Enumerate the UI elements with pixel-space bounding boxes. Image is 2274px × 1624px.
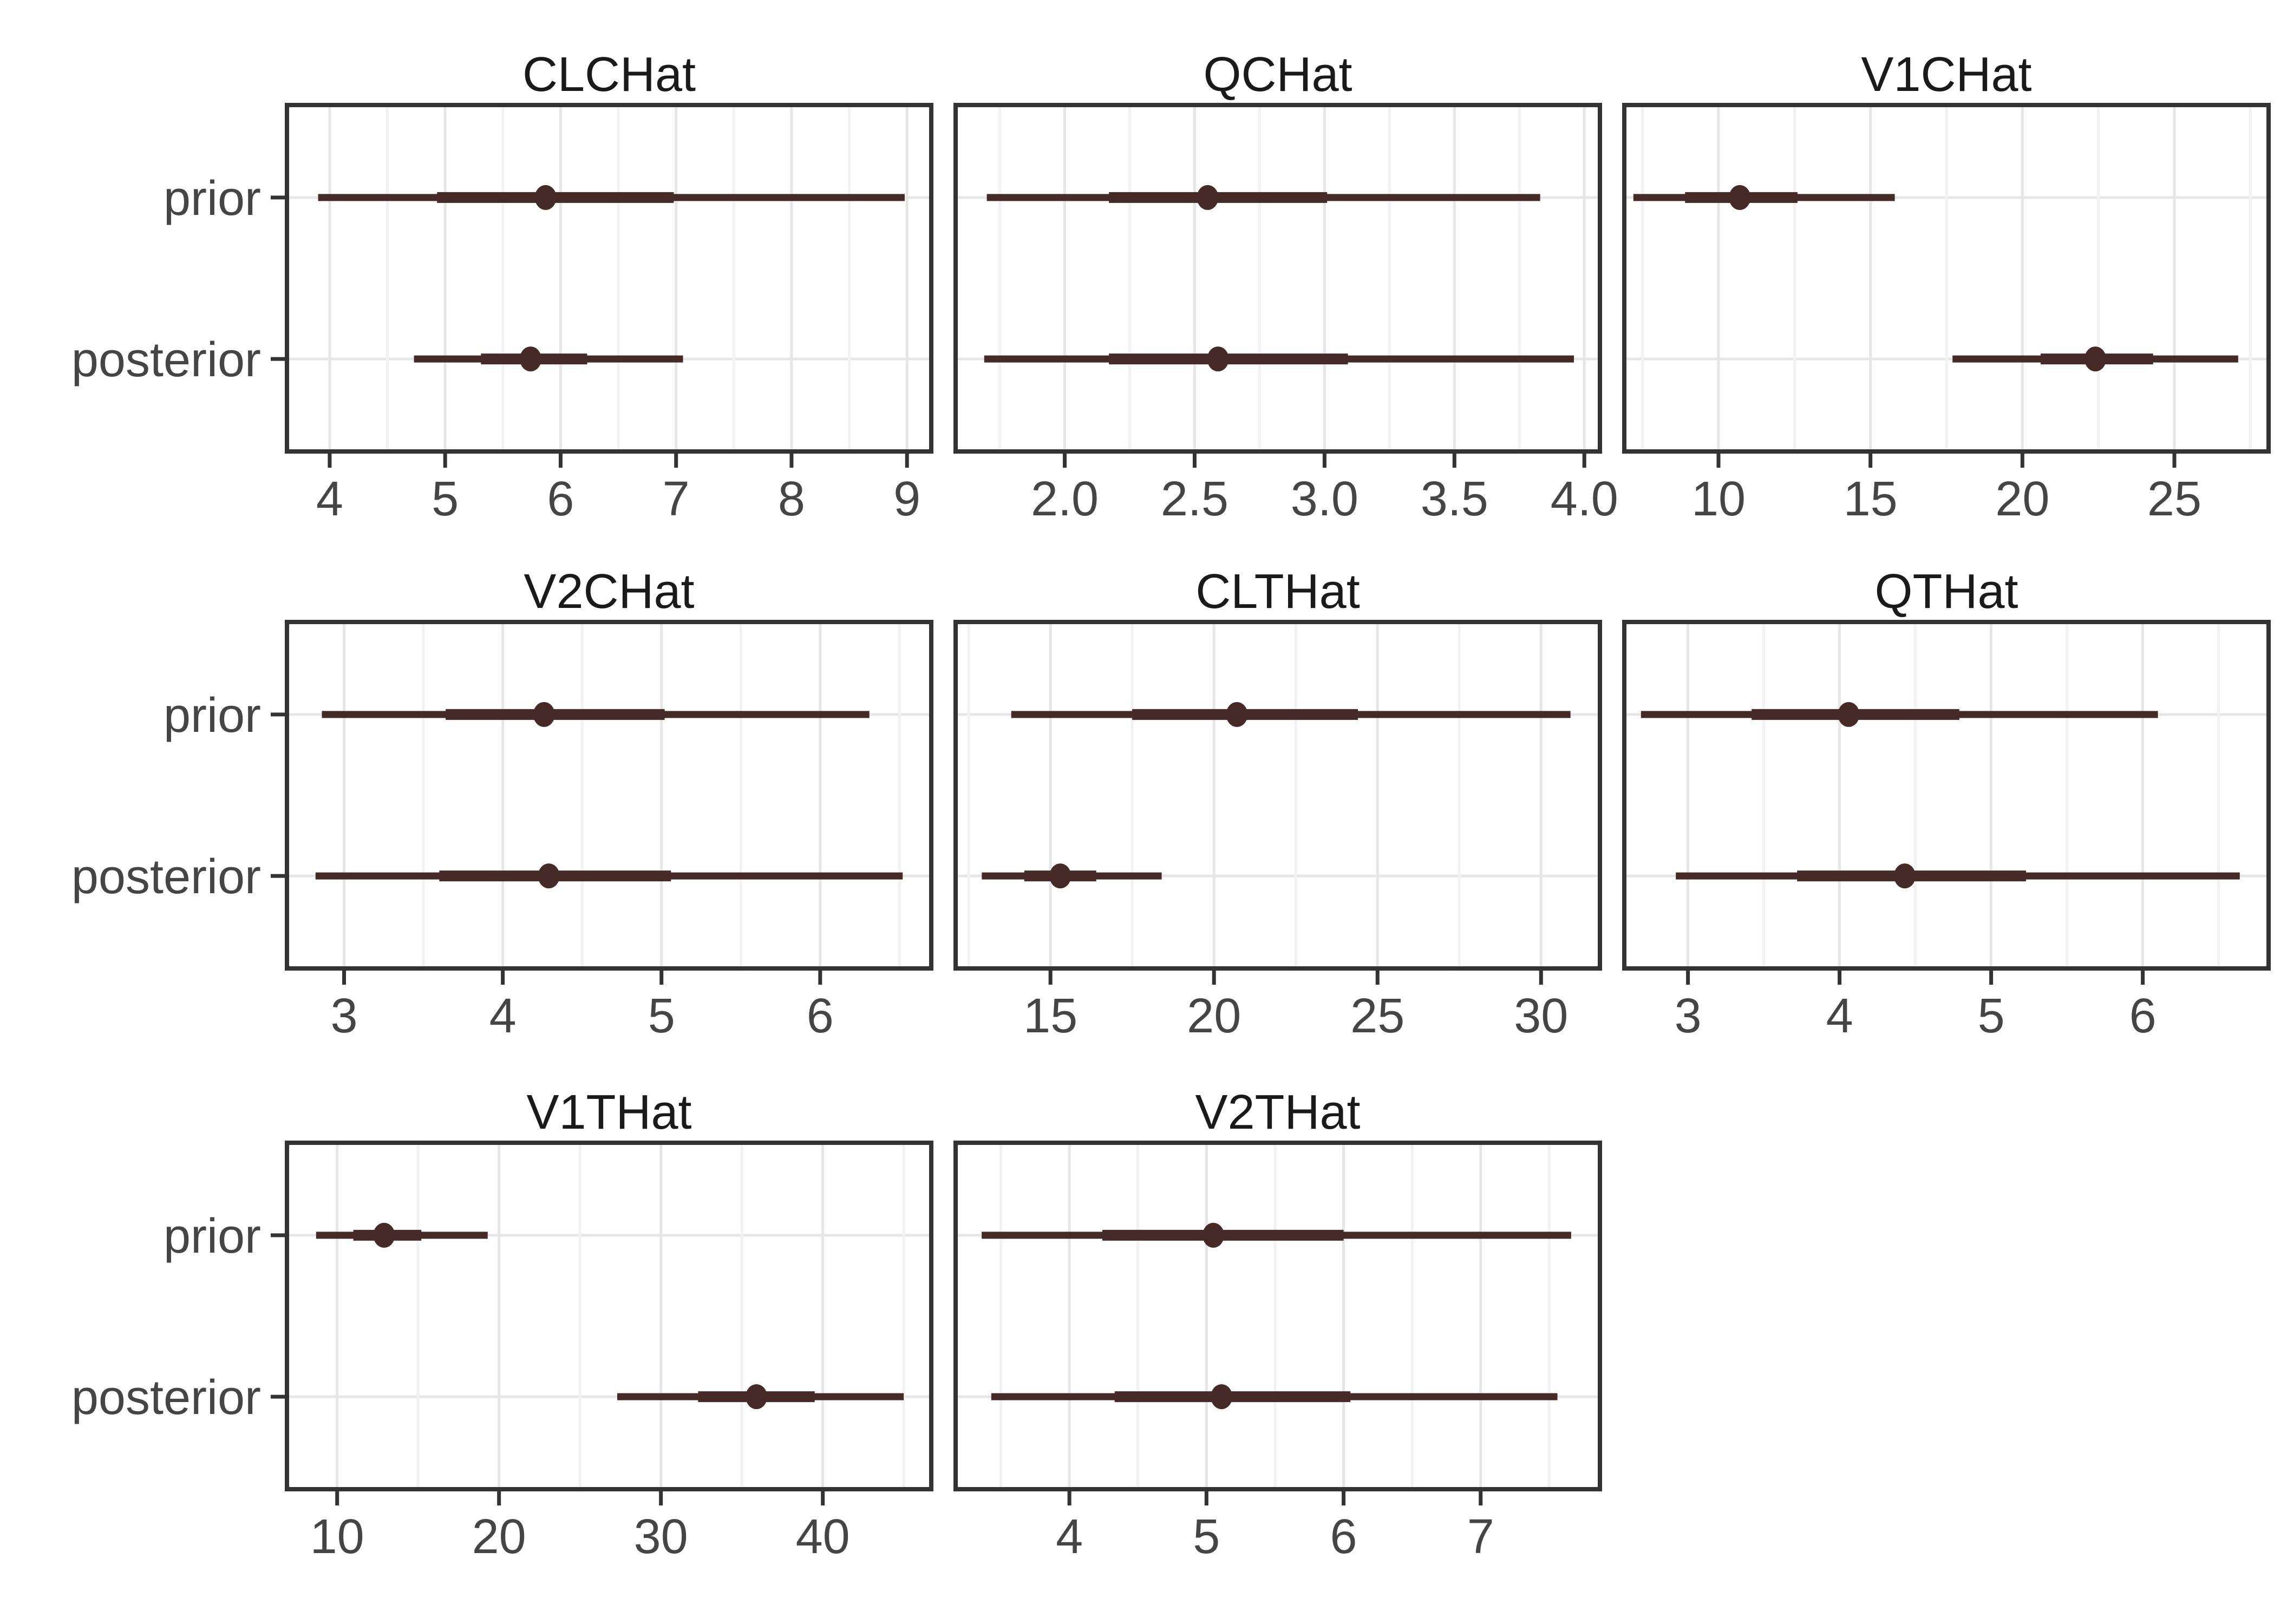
x-tick-label: 15: [1844, 472, 1898, 526]
x-tick-label: 7: [663, 472, 690, 526]
panel-border-qthat: [1622, 620, 2271, 971]
x-tick-label: 3: [1675, 989, 1702, 1043]
facet-title-v2that: V2THat: [1195, 1085, 1360, 1140]
median-point-posterior-v1that: [746, 1384, 768, 1410]
median-point-posterior-clthat: [1049, 863, 1071, 889]
median-point-prior-qthat: [1838, 702, 1860, 727]
x-tick-label: 9: [893, 472, 920, 526]
median-point-prior-v2that: [1203, 1222, 1224, 1248]
x-tick-label: 25: [1350, 989, 1404, 1043]
x-tick-label: 8: [778, 472, 805, 526]
x-tick-label: 30: [1514, 989, 1568, 1043]
median-point-prior-qchat: [1197, 185, 1219, 210]
median-point-posterior-v2that: [1211, 1384, 1233, 1410]
median-point-prior-v1chat: [1729, 185, 1751, 210]
median-point-prior-clthat: [1226, 702, 1248, 727]
x-tick-label: 5: [432, 472, 459, 526]
x-tick-label: 2.5: [1161, 472, 1229, 526]
x-tick-label: 20: [1187, 989, 1241, 1043]
facet-title-qchat: QCHat: [1203, 48, 1352, 102]
median-point-posterior-qchat: [1207, 346, 1229, 372]
x-tick-label: 2.0: [1031, 472, 1099, 526]
median-point-posterior-v1chat: [2084, 346, 2107, 372]
panel-v2that: [956, 1143, 1600, 1489]
panel-border-v1that: [285, 1141, 933, 1491]
x-tick-label: 10: [310, 1510, 364, 1564]
x-tick-label: 3.5: [1421, 472, 1488, 526]
x-tick-label: 30: [634, 1510, 688, 1564]
facet-title-clthat: CLTHat: [1195, 565, 1360, 619]
panel-qthat: [1624, 622, 2269, 968]
y-axis-label-posterior: posterior: [71, 850, 261, 904]
x-tick-label: 6: [2129, 989, 2157, 1043]
facet-title-qthat: QTHat: [1874, 565, 2018, 619]
facet-title-v1chat: V1CHat: [1861, 48, 2031, 102]
x-tick-label: 5: [1978, 989, 2005, 1043]
x-tick-label: 3: [330, 989, 357, 1043]
x-tick-label: 5: [648, 989, 675, 1043]
median-point-prior-v2chat: [533, 702, 555, 727]
median-point-posterior-clchat: [519, 346, 541, 372]
panel-v2chat: [287, 622, 931, 968]
x-tick-label: 40: [796, 1510, 850, 1564]
x-tick-label: 15: [1023, 989, 1077, 1043]
panel-border-clthat: [953, 620, 1602, 971]
facet-title-v2chat: V2CHat: [524, 565, 694, 619]
y-axis-label-posterior: posterior: [71, 333, 261, 387]
y-axis-label-prior: prior: [164, 1209, 261, 1263]
y-axis-label-prior: prior: [164, 172, 261, 226]
panel-qchat: [956, 105, 1600, 451]
panel-border-v2that: [953, 1141, 1602, 1491]
median-point-prior-clchat: [534, 185, 557, 210]
x-tick-label: 6: [547, 472, 574, 526]
panel-border-v1chat: [1622, 103, 2271, 454]
median-point-prior-v1that: [373, 1222, 395, 1248]
x-tick-label: 7: [1467, 1510, 1494, 1564]
x-tick-label: 4.0: [1551, 472, 1618, 526]
x-tick-label: 5: [1193, 1510, 1220, 1564]
panel-border-v2chat: [285, 620, 933, 971]
facet-title-clchat: CLCHat: [522, 48, 696, 102]
panel-v1that: [287, 1143, 931, 1489]
y-axis-label-prior: prior: [164, 689, 261, 743]
facet-title-v1that: V1THat: [526, 1085, 691, 1140]
x-tick-label: 4: [1826, 989, 1853, 1043]
x-tick-label: 25: [2147, 472, 2201, 526]
x-tick-label: 10: [1691, 472, 1746, 526]
panel-border-clchat: [285, 103, 933, 454]
x-tick-label: 4: [489, 989, 517, 1043]
panel-border-qchat: [953, 103, 1602, 454]
panel-clchat: [287, 105, 931, 451]
median-point-posterior-v2chat: [538, 863, 560, 889]
x-tick-label: 20: [472, 1510, 526, 1564]
panel-clthat: [956, 622, 1600, 968]
x-tick-label: 3.0: [1291, 472, 1358, 526]
median-point-posterior-qthat: [1894, 863, 1916, 889]
x-tick-label: 6: [1330, 1510, 1357, 1564]
y-axis-label-posterior: posterior: [71, 1371, 261, 1425]
x-tick-label: 20: [1995, 472, 2049, 526]
x-tick-label: 6: [807, 989, 834, 1043]
x-tick-label: 4: [1056, 1510, 1083, 1564]
x-tick-label: 4: [316, 472, 343, 526]
